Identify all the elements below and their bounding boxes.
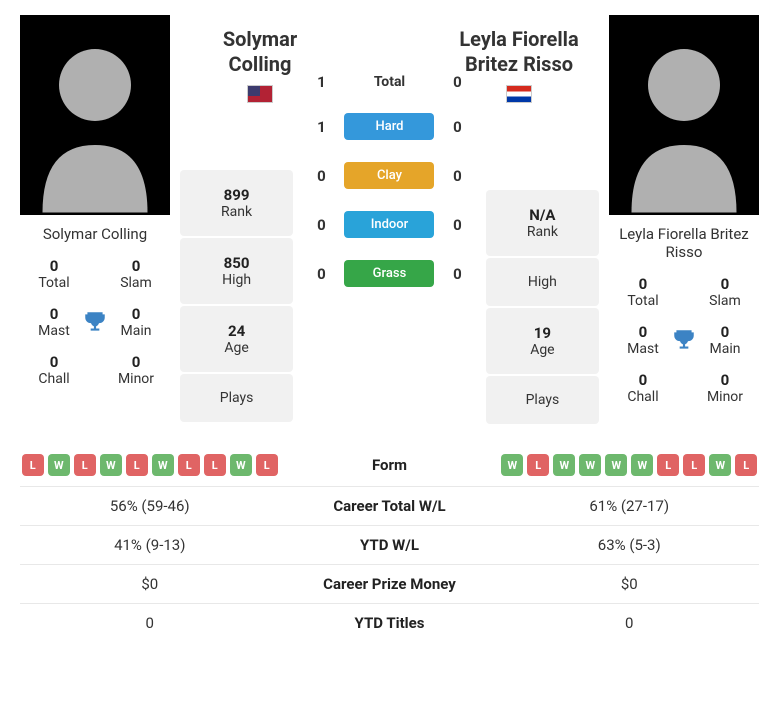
flag-icon-right: [506, 85, 532, 103]
comparison-right: 61% (27-17): [500, 497, 760, 515]
comparison-row: 56% (59-46)Career Total W/L61% (27-17): [20, 487, 759, 526]
form-row: LWLWLWLLWL Form WLWWWWLLWL: [20, 444, 759, 487]
quick-chall: 0 Chall: [615, 371, 671, 405]
form-loss-chip[interactable]: L: [178, 454, 200, 476]
comparison-label: YTD Titles: [280, 614, 500, 632]
form-win-chip[interactable]: W: [501, 454, 523, 476]
comparison-row: 0YTD Titles0: [20, 604, 759, 642]
avatar-left: [20, 15, 170, 215]
stat-high: High: [486, 258, 599, 306]
comparison-label: Career Total W/L: [280, 497, 500, 515]
h2h-grass[interactable]: 0 Grass 0: [303, 260, 476, 287]
comparison-label: Career Prize Money: [280, 575, 500, 593]
comparison-right: 0: [500, 614, 760, 632]
player-name-left: Solymar Colling: [190, 27, 330, 77]
stat-plays: Plays: [180, 374, 293, 422]
form-loss-chip[interactable]: L: [683, 454, 705, 476]
form-loss-chip[interactable]: L: [657, 454, 679, 476]
form-loss-chip[interactable]: L: [22, 454, 44, 476]
form-win-chip[interactable]: W: [230, 454, 252, 476]
comparison-label: YTD W/L: [280, 536, 500, 554]
avatar-right: [609, 15, 759, 215]
form-label: Form: [280, 456, 500, 474]
player-heading-left: Solymar Colling: [190, 27, 330, 103]
stat-age: 24 Age: [180, 306, 293, 372]
head-area: Solymar Colling Leyla Fiorella Britez Ri…: [20, 15, 759, 426]
h2h-clay[interactable]: 0 Clay 0: [303, 162, 476, 189]
form-chips-right: WLWWWWLLWL: [500, 454, 760, 476]
form-win-chip[interactable]: W: [48, 454, 70, 476]
quick-chall: 0 Chall: [26, 353, 82, 387]
form-loss-chip[interactable]: L: [735, 454, 757, 476]
stats-col-left: 899 Rank 850 High 24 Age Plays: [180, 170, 293, 426]
profile-right: Leyla Fiorella Britez Risso 0 Total 0 Sl…: [609, 15, 759, 426]
quick-stats-left: 0 Total 0 Slam 0 Mast 0: [20, 253, 170, 397]
trophy-icon: [671, 323, 697, 357]
comparison-left: 56% (59-46): [20, 497, 280, 515]
quick-total: 0 Total: [615, 275, 671, 309]
flag-icon-left: [247, 85, 273, 103]
comparison-row: 41% (9-13)YTD W/L63% (5-3): [20, 526, 759, 565]
trophy-icon: [82, 305, 108, 339]
form-loss-chip[interactable]: L: [74, 454, 96, 476]
form-loss-chip[interactable]: L: [527, 454, 549, 476]
form-win-chip[interactable]: W: [605, 454, 627, 476]
form-chips-left: LWLWLWLLWL: [20, 454, 280, 476]
h2h-hard[interactable]: 1 Hard 0: [303, 113, 476, 140]
stats-col-right: N/A Rank High 19 Age Plays: [486, 190, 599, 426]
quick-stats-right: 0 Total 0 Slam 0 Mast 0: [609, 271, 759, 415]
form-win-chip[interactable]: W: [579, 454, 601, 476]
form-win-chip[interactable]: W: [553, 454, 575, 476]
profile-left: Solymar Colling 0 Total 0 Slam 0 Mast: [20, 15, 170, 426]
form-loss-chip[interactable]: L: [204, 454, 226, 476]
comparison-row: $0Career Prize Money$0: [20, 565, 759, 604]
comparison-left: 0: [20, 614, 280, 632]
form-loss-chip[interactable]: L: [126, 454, 148, 476]
quick-total: 0 Total: [26, 257, 82, 291]
comparison-right: $0: [500, 575, 760, 593]
player-heading-right: Leyla Fiorella Britez Risso: [449, 27, 589, 103]
form-win-chip[interactable]: W: [631, 454, 653, 476]
quick-mast: 0 Mast: [615, 323, 671, 357]
comparison-left: $0: [20, 575, 280, 593]
comparison-section: LWLWLWLLWL Form WLWWWWLLWL 56% (59-46)Ca…: [20, 444, 759, 642]
stat-high: 850 High: [180, 238, 293, 304]
comparison-left: 41% (9-13): [20, 536, 280, 554]
quick-main: 0 Main: [108, 305, 164, 339]
profile-name-right: Leyla Fiorella Britez Risso: [609, 215, 759, 271]
quick-mast: 0 Mast: [26, 305, 82, 339]
comparison-right: 63% (5-3): [500, 536, 760, 554]
quick-minor: 0 Minor: [108, 353, 164, 387]
profile-name-left: Solymar Colling: [20, 215, 170, 253]
quick-slam: 0 Slam: [108, 257, 164, 291]
h2h-indoor[interactable]: 0 Indoor 0: [303, 211, 476, 238]
form-win-chip[interactable]: W: [152, 454, 174, 476]
form-loss-chip[interactable]: L: [256, 454, 278, 476]
player-name-right: Leyla Fiorella Britez Risso: [449, 27, 589, 77]
form-win-chip[interactable]: W: [100, 454, 122, 476]
form-win-chip[interactable]: W: [709, 454, 731, 476]
stat-age: 19 Age: [486, 308, 599, 374]
stat-rank: N/A Rank: [486, 190, 599, 256]
stat-rank: 899 Rank: [180, 170, 293, 236]
stat-plays: Plays: [486, 376, 599, 424]
quick-main: 0 Main: [697, 323, 753, 357]
quick-minor: 0 Minor: [697, 371, 753, 405]
quick-slam: 0 Slam: [697, 275, 753, 309]
